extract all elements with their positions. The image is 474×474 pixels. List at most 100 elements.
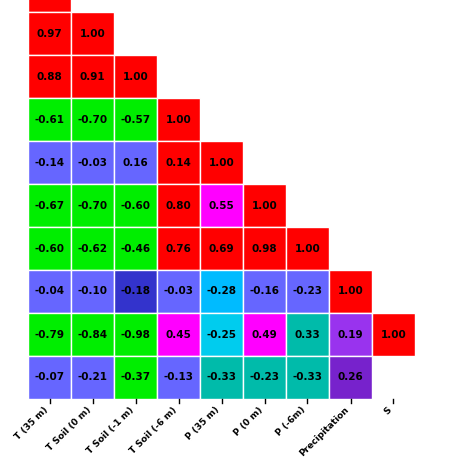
Text: 0.76: 0.76 — [165, 244, 191, 254]
FancyBboxPatch shape — [114, 313, 157, 356]
FancyBboxPatch shape — [71, 270, 114, 313]
Text: T Soil (-1 m): T Soil (-1 m) — [85, 405, 136, 456]
FancyBboxPatch shape — [71, 55, 114, 98]
Text: -0.18: -0.18 — [120, 286, 151, 297]
FancyBboxPatch shape — [157, 141, 200, 184]
Text: 0.91: 0.91 — [80, 72, 105, 82]
FancyBboxPatch shape — [71, 141, 114, 184]
Text: 0.16: 0.16 — [123, 157, 148, 167]
Text: -0.70: -0.70 — [77, 115, 108, 125]
Text: -0.60: -0.60 — [120, 201, 151, 210]
FancyBboxPatch shape — [157, 98, 200, 141]
Text: -0.61: -0.61 — [35, 115, 64, 125]
Text: -0.03: -0.03 — [78, 157, 108, 167]
FancyBboxPatch shape — [157, 313, 200, 356]
Text: 1.00: 1.00 — [165, 115, 191, 125]
FancyBboxPatch shape — [28, 0, 71, 12]
Text: -0.25: -0.25 — [207, 329, 237, 339]
FancyBboxPatch shape — [71, 227, 114, 270]
Text: 0.19: 0.19 — [337, 329, 363, 339]
FancyBboxPatch shape — [200, 356, 243, 399]
Text: 0.97: 0.97 — [36, 28, 63, 38]
Text: 0.69: 0.69 — [209, 244, 234, 254]
Text: P (35 m): P (35 m) — [185, 405, 221, 442]
Text: -0.28: -0.28 — [207, 286, 237, 297]
Text: -0.37: -0.37 — [120, 373, 151, 383]
FancyBboxPatch shape — [243, 270, 286, 313]
Text: -0.23: -0.23 — [249, 373, 280, 383]
FancyBboxPatch shape — [71, 12, 114, 55]
FancyBboxPatch shape — [114, 141, 157, 184]
FancyBboxPatch shape — [114, 98, 157, 141]
FancyBboxPatch shape — [243, 313, 286, 356]
Text: -0.33: -0.33 — [292, 373, 322, 383]
Text: Precipitation: Precipitation — [298, 405, 350, 458]
FancyBboxPatch shape — [200, 141, 243, 184]
FancyBboxPatch shape — [329, 270, 372, 313]
Text: P (-6m): P (-6m) — [275, 405, 308, 438]
FancyBboxPatch shape — [114, 227, 157, 270]
Text: 1.00: 1.00 — [252, 201, 277, 210]
FancyBboxPatch shape — [286, 356, 329, 399]
FancyBboxPatch shape — [28, 55, 71, 98]
FancyBboxPatch shape — [286, 270, 329, 313]
Text: 1.00: 1.00 — [80, 28, 105, 38]
FancyBboxPatch shape — [28, 227, 71, 270]
FancyBboxPatch shape — [200, 227, 243, 270]
Text: 1.00: 1.00 — [381, 329, 406, 339]
FancyBboxPatch shape — [28, 184, 71, 227]
FancyBboxPatch shape — [200, 313, 243, 356]
Text: -0.84: -0.84 — [77, 329, 108, 339]
FancyBboxPatch shape — [286, 227, 329, 270]
Text: T Soil (0 m): T Soil (0 m) — [45, 405, 92, 453]
Text: -0.67: -0.67 — [35, 201, 64, 210]
FancyBboxPatch shape — [28, 98, 71, 141]
FancyBboxPatch shape — [157, 270, 200, 313]
Text: T Soil (-6 m): T Soil (-6 m) — [128, 405, 179, 456]
FancyBboxPatch shape — [71, 356, 114, 399]
Text: -0.62: -0.62 — [78, 244, 108, 254]
Text: 0.80: 0.80 — [165, 201, 191, 210]
Text: -0.13: -0.13 — [164, 373, 193, 383]
Text: -0.23: -0.23 — [292, 286, 322, 297]
Text: 0.98: 0.98 — [252, 244, 277, 254]
Text: -0.03: -0.03 — [164, 286, 193, 297]
Text: 1.00: 1.00 — [337, 286, 364, 297]
FancyBboxPatch shape — [28, 313, 71, 356]
FancyBboxPatch shape — [71, 313, 114, 356]
Text: -0.46: -0.46 — [120, 244, 151, 254]
Text: -0.57: -0.57 — [120, 115, 151, 125]
Text: -0.60: -0.60 — [35, 244, 64, 254]
FancyBboxPatch shape — [243, 184, 286, 227]
Text: 0.49: 0.49 — [252, 329, 277, 339]
FancyBboxPatch shape — [243, 356, 286, 399]
Text: -0.07: -0.07 — [35, 373, 64, 383]
Text: 0.26: 0.26 — [337, 373, 364, 383]
FancyBboxPatch shape — [157, 356, 200, 399]
FancyBboxPatch shape — [114, 184, 157, 227]
FancyBboxPatch shape — [28, 356, 71, 399]
Text: -0.21: -0.21 — [78, 373, 108, 383]
Text: -0.14: -0.14 — [35, 157, 64, 167]
FancyBboxPatch shape — [114, 356, 157, 399]
FancyBboxPatch shape — [71, 98, 114, 141]
FancyBboxPatch shape — [200, 184, 243, 227]
FancyBboxPatch shape — [329, 313, 372, 356]
Text: 0.45: 0.45 — [165, 329, 191, 339]
FancyBboxPatch shape — [28, 12, 71, 55]
FancyBboxPatch shape — [157, 184, 200, 227]
Text: -0.79: -0.79 — [35, 329, 64, 339]
Text: -0.04: -0.04 — [35, 286, 64, 297]
Text: -0.10: -0.10 — [78, 286, 108, 297]
Text: 1.00: 1.00 — [295, 244, 320, 254]
Text: -0.33: -0.33 — [207, 373, 237, 383]
FancyBboxPatch shape — [372, 313, 415, 356]
Text: 0.33: 0.33 — [295, 329, 320, 339]
FancyBboxPatch shape — [286, 313, 329, 356]
Text: 0.55: 0.55 — [209, 201, 234, 210]
FancyBboxPatch shape — [157, 227, 200, 270]
FancyBboxPatch shape — [329, 356, 372, 399]
FancyBboxPatch shape — [114, 55, 157, 98]
FancyBboxPatch shape — [114, 270, 157, 313]
Text: S: S — [383, 405, 393, 416]
